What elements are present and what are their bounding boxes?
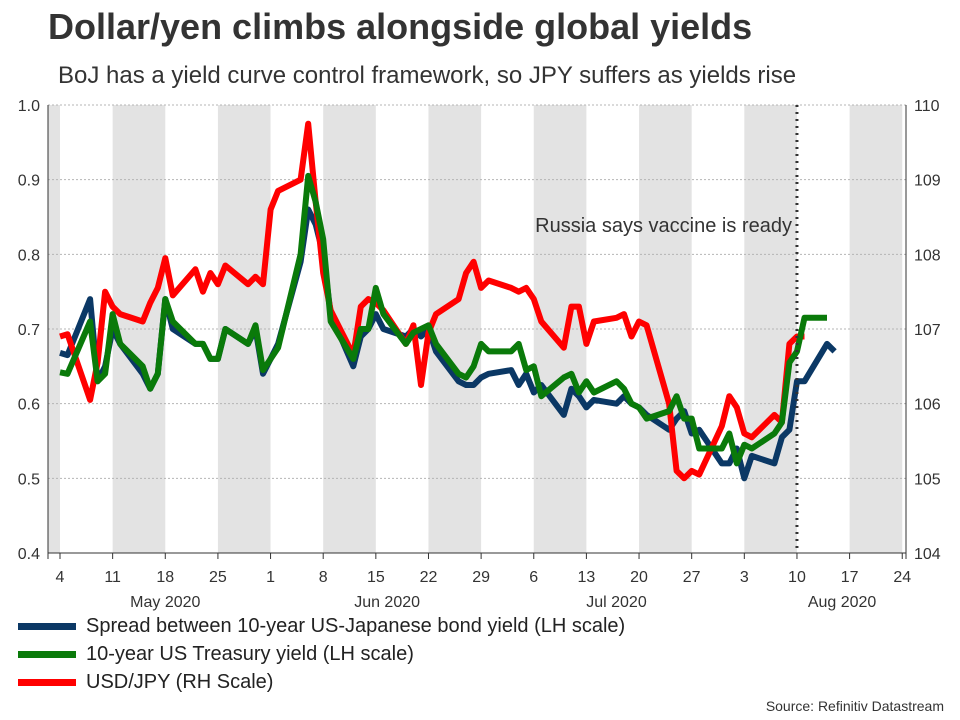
legend-label-spread: Spread between 10-year US-Japanese bond … (86, 614, 626, 637)
x-day-label: 24 (893, 569, 911, 586)
y-right-tick-label: 104 (914, 546, 941, 563)
y-right-tick-label: 105 (914, 471, 941, 488)
x-day-label: 3 (740, 569, 749, 586)
y-left-tick-label: 0.6 (18, 397, 40, 414)
y-left-tick-label: 1.0 (18, 98, 40, 115)
x-day-label: 10 (788, 569, 806, 586)
legend-item-usdjpy: USD/JPY (RH Scale) (18, 668, 625, 696)
chart-subtitle: BoJ has a yield curve control framework,… (58, 62, 797, 89)
x-day-label: 11 (104, 569, 121, 586)
y-right-tick-label: 106 (914, 397, 941, 414)
legend-swatch-us-treasury (18, 650, 76, 658)
y-right-tick-label: 110 (914, 98, 940, 115)
y-left-tick-label: 0.4 (18, 546, 40, 563)
annotation: Russia says vaccine is ready (535, 105, 799, 553)
x-day-label: 27 (683, 569, 701, 586)
gridlines (48, 104, 906, 479)
chart-title: Dollar/yen climbs alongside global yield… (48, 6, 753, 47)
series-line-usdjpy (59, 120, 805, 482)
x-day-label: 17 (841, 569, 859, 586)
legend: Spread between 10-year US-Japanese bond … (18, 612, 625, 696)
x-month-label: May 2020 (130, 594, 200, 611)
x-month-label: Jul 2020 (586, 594, 647, 611)
legend-swatch-spread (18, 622, 76, 630)
x-day-label: 22 (420, 569, 438, 586)
x-day-label: 29 (472, 569, 490, 586)
source-note: Source: Refinitiv Datastream (765, 698, 944, 714)
y-right-tick-label: 107 (914, 322, 941, 339)
y-right-tick-label: 108 (914, 247, 941, 264)
legend-label-us-treasury: 10-year US Treasury yield (LH scale) (86, 642, 414, 665)
x-day-label: 8 (319, 569, 328, 586)
x-day-label: 15 (367, 569, 385, 586)
legend-item-spread: Spread between 10-year US-Japanese bond … (18, 612, 625, 640)
x-month-label: Jun 2020 (354, 594, 420, 611)
x-day-label: 4 (56, 569, 65, 586)
x-day-label: 1 (266, 569, 275, 586)
x-day-label: 6 (529, 569, 538, 586)
legend-swatch-usdjpy (18, 678, 76, 686)
annotation-label: Russia says vaccine is ready (535, 215, 792, 237)
y-right-tick-label: 109 (914, 173, 941, 190)
legend-label-usdjpy: USD/JPY (RH Scale) (86, 670, 274, 693)
series-lines (59, 120, 837, 482)
x-day-label: 25 (209, 569, 227, 586)
series-line-us-treasury (59, 172, 827, 467)
x-day-label: 13 (578, 569, 596, 586)
x-day-label: 20 (630, 569, 648, 586)
x-day-label: 18 (156, 569, 174, 586)
x-month-label: Aug 2020 (808, 594, 877, 611)
legend-item-us-treasury: 10-year US Treasury yield (LH scale) (18, 640, 625, 668)
y-left-tick-label: 0.9 (18, 173, 40, 190)
y-left-tick-label: 0.8 (18, 247, 40, 264)
axes: 0.40.50.60.70.80.91.01041051061071081091… (18, 98, 941, 611)
y-left-tick-label: 0.5 (18, 471, 40, 488)
y-left-tick-label: 0.7 (18, 322, 40, 339)
